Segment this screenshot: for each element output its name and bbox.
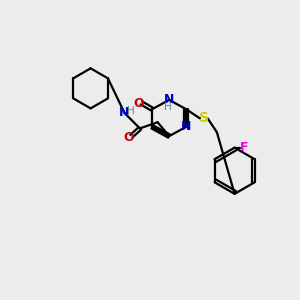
- Text: H: H: [164, 102, 172, 112]
- Text: N: N: [181, 120, 191, 134]
- Text: O: O: [133, 97, 144, 110]
- Text: N: N: [164, 93, 174, 106]
- Text: N: N: [119, 106, 130, 119]
- Text: F: F: [240, 141, 248, 154]
- Text: S: S: [199, 111, 209, 125]
- Text: O: O: [124, 131, 134, 144]
- Text: H: H: [127, 106, 134, 116]
